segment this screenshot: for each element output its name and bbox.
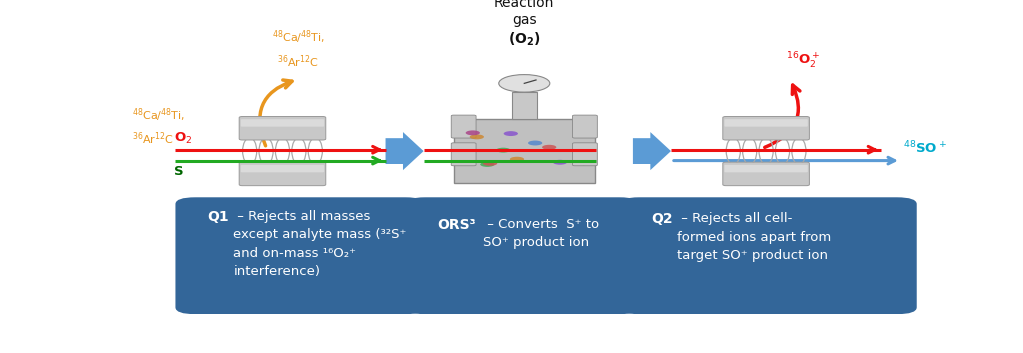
Text: Q2: Q2	[651, 212, 673, 226]
Text: $^{16}$O$_2^+$: $^{16}$O$_2^+$	[787, 51, 820, 71]
FancyBboxPatch shape	[620, 197, 917, 314]
Text: ($\mathbf{O_2}$): ($\mathbf{O_2}$)	[508, 30, 540, 48]
Circle shape	[552, 160, 567, 165]
FancyBboxPatch shape	[240, 165, 324, 172]
FancyBboxPatch shape	[451, 143, 476, 166]
FancyBboxPatch shape	[239, 162, 325, 186]
FancyBboxPatch shape	[240, 119, 324, 127]
Circle shape	[496, 148, 510, 152]
FancyBboxPatch shape	[239, 116, 325, 140]
FancyBboxPatch shape	[176, 197, 426, 314]
Text: ORS³: ORS³	[437, 218, 476, 232]
Circle shape	[465, 130, 480, 135]
FancyBboxPatch shape	[724, 119, 808, 127]
Circle shape	[470, 134, 484, 139]
FancyBboxPatch shape	[723, 162, 809, 186]
FancyArrow shape	[386, 132, 424, 170]
FancyBboxPatch shape	[573, 115, 597, 138]
FancyBboxPatch shape	[723, 116, 809, 140]
FancyBboxPatch shape	[405, 197, 639, 314]
Circle shape	[499, 74, 549, 92]
FancyArrow shape	[633, 132, 671, 170]
Circle shape	[483, 161, 497, 166]
Text: $^{48}$SO$^+$: $^{48}$SO$^+$	[903, 140, 947, 156]
FancyBboxPatch shape	[453, 119, 595, 184]
Circle shape	[503, 131, 518, 136]
Text: $^{48}$Ca/$^{48}$Ti,
$^{36}$Ar$^{12}$C: $^{48}$Ca/$^{48}$Ti, $^{36}$Ar$^{12}$C	[132, 106, 185, 147]
Text: S: S	[174, 164, 183, 178]
Text: $^{48}$Ca/$^{48}$Ti,
$^{36}$Ar$^{12}$C: $^{48}$Ca/$^{48}$Ti, $^{36}$Ar$^{12}$C	[272, 29, 325, 70]
Text: Q1: Q1	[207, 210, 229, 223]
Text: Reaction
gas: Reaction gas	[494, 0, 554, 28]
FancyBboxPatch shape	[573, 143, 597, 166]
FancyBboxPatch shape	[512, 92, 537, 119]
Circle shape	[528, 140, 542, 145]
Circle shape	[509, 157, 524, 162]
Text: – Rejects all masses
except analyte mass (³²S⁺
and on-mass ¹⁶O₂⁺
interference): – Rejects all masses except analyte mass…	[233, 210, 407, 278]
FancyBboxPatch shape	[451, 115, 476, 138]
Text: – Rejects all cell-
formed ions apart from
target SO⁺ product ion: – Rejects all cell- formed ions apart fr…	[677, 212, 832, 262]
Text: O$_2$: O$_2$	[174, 131, 192, 146]
Circle shape	[542, 145, 557, 150]
FancyBboxPatch shape	[724, 165, 808, 172]
Text: – Converts  S⁺ to
SO⁺ product ion: – Converts S⁺ to SO⁺ product ion	[483, 218, 599, 249]
Circle shape	[480, 162, 494, 167]
